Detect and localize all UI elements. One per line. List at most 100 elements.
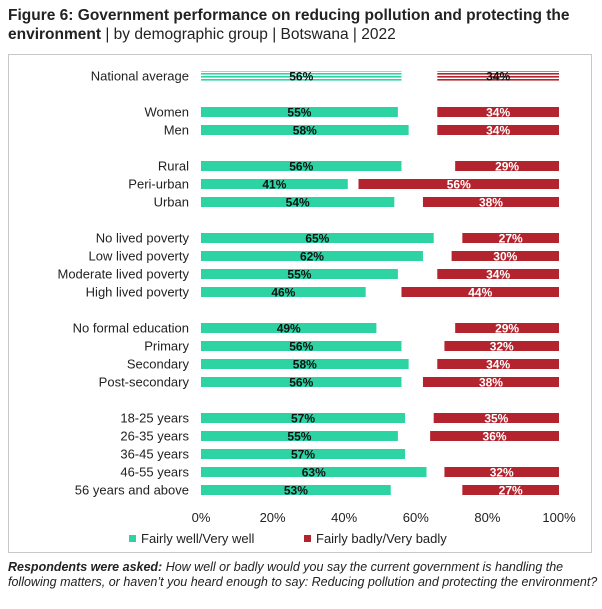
bar-well-value-label: 55% xyxy=(287,106,311,120)
bar-row-primary: Primary 56% 32% xyxy=(144,339,559,354)
bar-well xyxy=(201,485,391,495)
legend-entry: Fairly well/Very well xyxy=(141,531,255,546)
figure-title-subtitle: | by demographic group | Botswana | 2022 xyxy=(101,26,396,43)
bar-row-low-lived-poverty: Low lived poverty 62% 30% xyxy=(89,249,559,264)
bar-badly xyxy=(455,161,559,171)
bar-well xyxy=(201,359,409,369)
bar-badly-value-label: 44% xyxy=(468,286,492,300)
category-label: No lived poverty xyxy=(96,231,190,246)
bar-well xyxy=(201,179,348,189)
category-label: Men xyxy=(164,123,189,138)
bar-row-moderate-lived-poverty: Moderate lived poverty 55% 34% xyxy=(57,267,559,282)
bar-badly xyxy=(444,467,559,477)
bar-well-value-label: 55% xyxy=(287,268,311,282)
bar-badly xyxy=(451,251,559,261)
bar-badly xyxy=(455,323,559,333)
bar-badly xyxy=(401,287,559,297)
bar-row-no-lived-poverty: No lived poverty 65% 27% xyxy=(96,231,559,246)
category-label: Secondary xyxy=(127,357,190,372)
bar-badly-value-label: 38% xyxy=(479,196,503,210)
bar-well xyxy=(201,251,423,261)
legend-swatch xyxy=(129,535,136,542)
bar-row-46-55-years: 46-55 years 63% 32% xyxy=(120,465,559,480)
bar-well xyxy=(201,71,402,81)
footnote-question: How well or badly would you say the curr… xyxy=(8,560,598,589)
bar-row-post-secondary: Post-secondary 56% 38% xyxy=(99,375,559,390)
bar-well xyxy=(201,233,434,243)
bar-badly xyxy=(437,125,559,135)
bar-row-36-45-years: 36-45 years 57% xyxy=(120,447,406,462)
x-tick-label: 0% xyxy=(192,510,211,525)
bar-badly-value-label: 27% xyxy=(499,484,523,498)
bar-badly-value-label: 34% xyxy=(486,106,510,120)
x-tick-label: 20% xyxy=(260,510,286,525)
bar-badly-value-label: 35% xyxy=(484,412,508,426)
bar-badly-value-label: 38% xyxy=(479,376,503,390)
bar-badly xyxy=(422,197,559,207)
bar-well-value-label: 41% xyxy=(262,178,286,192)
bar-row-high-lived-poverty: High lived poverty 46% 44% xyxy=(86,285,559,300)
bar-well-value-label: 56% xyxy=(289,340,313,354)
bar-badly xyxy=(430,431,559,441)
bar-well-value-label: 63% xyxy=(302,466,326,480)
bar-row-18-25-years: 18-25 years 57% 35% xyxy=(120,411,559,426)
bar-row-secondary: Secondary 58% 34% xyxy=(127,357,559,372)
figure-title: Figure 6: Government performance on redu… xyxy=(8,6,598,44)
bar-well-value-label: 57% xyxy=(291,412,315,426)
category-label: Moderate lived poverty xyxy=(57,267,189,282)
bar-badly xyxy=(437,71,559,81)
bar-row-56-years-and-above: 56 years and above 53% 27% xyxy=(75,483,559,498)
bar-well-value-label: 58% xyxy=(293,358,317,372)
category-label: High lived poverty xyxy=(86,285,190,300)
bar-well-value-label: 49% xyxy=(277,322,301,336)
category-label: Low lived poverty xyxy=(89,249,190,264)
bar-well-value-label: 46% xyxy=(271,286,295,300)
category-label: Women xyxy=(144,105,189,120)
bar-badly xyxy=(462,233,559,243)
category-label: Urban xyxy=(154,195,189,210)
bar-badly-value-label: 32% xyxy=(490,340,514,354)
bar-well-value-label: 56% xyxy=(289,70,313,84)
category-label: National average xyxy=(91,69,189,84)
bar-well xyxy=(201,287,366,297)
bar-badly-value-label: 34% xyxy=(486,358,510,372)
bar-well xyxy=(201,269,398,279)
x-tick-label: 100% xyxy=(542,510,576,525)
bar-badly-value-label: 30% xyxy=(493,250,517,264)
bar-well xyxy=(201,377,402,387)
bar-badly xyxy=(444,341,559,351)
bar-badly-value-label: 27% xyxy=(499,232,523,246)
chart-frame: National average 56% 34% Women 55% 34% Men 58% 3… xyxy=(8,54,592,553)
bar-row-rural: Rural 56% 29% xyxy=(158,159,559,174)
x-tick-label: 80% xyxy=(474,510,500,525)
bar-well xyxy=(201,449,406,459)
bar-row-women: Women 55% 34% xyxy=(144,105,559,120)
category-label: Post-secondary xyxy=(99,375,190,390)
bar-badly xyxy=(358,179,559,189)
bar-badly xyxy=(462,485,559,495)
bar-badly-value-label: 36% xyxy=(483,430,507,444)
bar-badly xyxy=(437,269,559,279)
bar-well-value-label: 57% xyxy=(291,448,315,462)
bar-well xyxy=(201,431,398,441)
bar-well-value-label: 56% xyxy=(289,376,313,390)
bar-badly-value-label: 56% xyxy=(447,178,471,192)
category-label: 18-25 years xyxy=(120,411,189,426)
bar-well xyxy=(201,413,406,423)
bar-row-26-35-years: 26-35 years 55% 36% xyxy=(120,429,559,444)
bar-badly xyxy=(422,377,559,387)
bar-well-value-label: 55% xyxy=(287,430,311,444)
bar-badly xyxy=(437,107,559,117)
bar-well xyxy=(201,467,427,477)
x-tick-label: 40% xyxy=(331,510,357,525)
category-label: Peri-urban xyxy=(128,177,189,192)
category-label: Primary xyxy=(144,339,189,354)
bar-row-urban: Urban 54% 38% xyxy=(154,195,559,210)
bar-well xyxy=(201,341,402,351)
x-tick-label: 60% xyxy=(403,510,429,525)
bar-badly-value-label: 34% xyxy=(486,124,510,138)
bar-badly-value-label: 34% xyxy=(486,70,510,84)
category-label: 26-35 years xyxy=(120,429,189,444)
bar-badly-value-label: 34% xyxy=(486,268,510,282)
bar-chart: National average 56% 34% Women 55% 34% Men 58% 3… xyxy=(57,69,576,547)
